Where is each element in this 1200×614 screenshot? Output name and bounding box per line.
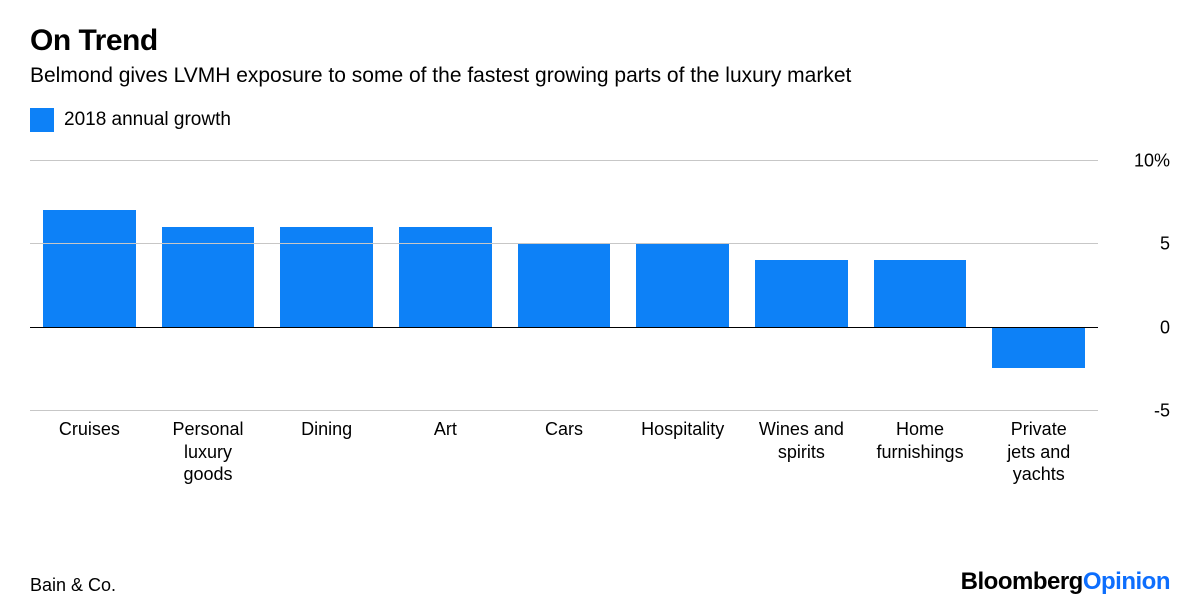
x-axis-label: Private jets and yachts xyxy=(979,412,1098,490)
x-axis-label: Art xyxy=(386,412,505,490)
footer: Bain & Co. BloombergOpinion xyxy=(30,568,1170,596)
x-axis-label: Hospitality xyxy=(623,412,742,490)
bar-slot xyxy=(623,160,742,410)
brand-logo: BloombergOpinion xyxy=(961,568,1170,596)
x-axis-labels: CruisesPersonal luxury goodsDiningArtCar… xyxy=(30,412,1098,490)
bar-slot xyxy=(30,160,149,410)
x-axis-label: Cars xyxy=(505,412,624,490)
bar xyxy=(280,227,373,327)
bars-container xyxy=(30,160,1098,410)
brand-part2: Opinion xyxy=(1083,568,1170,595)
gridline: 5 xyxy=(30,243,1098,244)
plot-area: -5 0 5 10% xyxy=(30,160,1098,410)
y-tick-label: 10% xyxy=(1108,151,1170,172)
brand-part1: Bloomberg xyxy=(961,568,1083,595)
chart-subtitle: Belmond gives LVMH exposure to some of t… xyxy=(30,64,1170,88)
y-tick-label: 5 xyxy=(1108,234,1170,255)
bar-slot xyxy=(386,160,505,410)
bar-slot xyxy=(861,160,980,410)
y-tick-label: 0 xyxy=(1108,317,1170,338)
bar xyxy=(992,327,1085,369)
x-axis-label: Cruises xyxy=(30,412,149,490)
bar xyxy=(874,260,967,327)
bar-slot xyxy=(149,160,268,410)
gridline: 0 xyxy=(30,327,1098,328)
gridline: -5 xyxy=(30,410,1098,411)
chart-title: On Trend xyxy=(30,24,1170,58)
legend-label: 2018 annual growth xyxy=(64,109,231,131)
bar-slot xyxy=(742,160,861,410)
bar-slot xyxy=(267,160,386,410)
bar xyxy=(162,227,255,327)
legend-swatch xyxy=(30,108,54,132)
x-axis-label: Dining xyxy=(267,412,386,490)
bar-chart: -5 0 5 10% CruisesPersonal luxury goodsDini… xyxy=(30,160,1170,490)
bar xyxy=(755,260,848,327)
bar xyxy=(636,243,729,326)
bar xyxy=(399,227,492,327)
bar-slot xyxy=(979,160,1098,410)
gridline: 10% xyxy=(30,160,1098,161)
bar-slot xyxy=(505,160,624,410)
x-axis-label: Wines and spirits xyxy=(742,412,861,490)
x-axis-label: Personal luxury goods xyxy=(149,412,268,490)
bar xyxy=(43,210,136,327)
x-axis-label: Home furnishings xyxy=(861,412,980,490)
source-attribution: Bain & Co. xyxy=(30,575,116,596)
y-tick-label: -5 xyxy=(1108,401,1170,422)
bar xyxy=(518,243,611,326)
legend: 2018 annual growth xyxy=(30,108,1170,132)
